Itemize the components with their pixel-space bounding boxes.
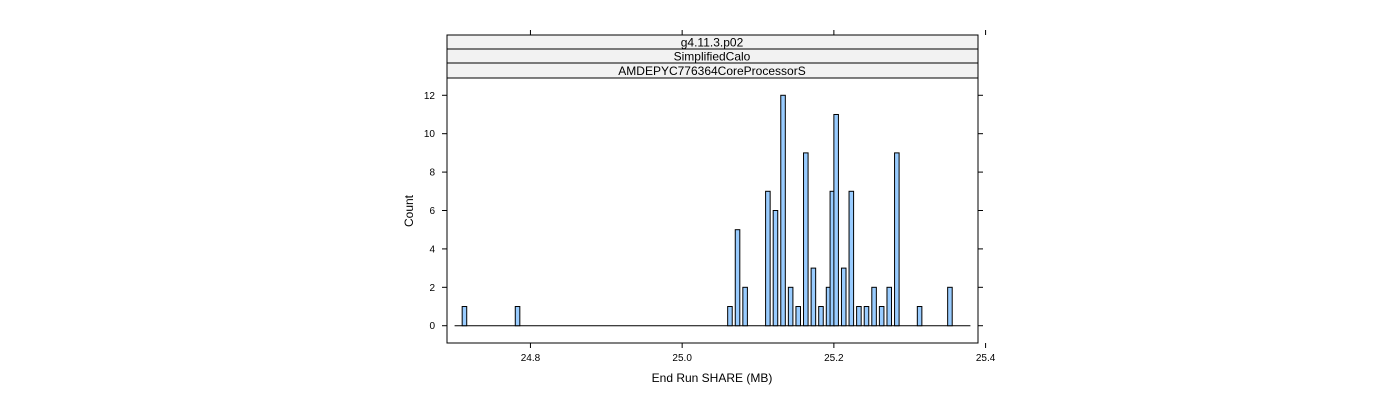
histogram-bar xyxy=(765,190,771,327)
histogram-bar xyxy=(727,306,733,327)
bars-group xyxy=(454,94,971,327)
histogram-bar xyxy=(886,286,893,327)
histogram-bar xyxy=(840,267,847,327)
y-axis-ticks: 0 2 4 6 8 10 12 xyxy=(424,91,983,332)
y-tick-label: 8 xyxy=(429,168,435,179)
strip-group: g4.11.3.p02 SimplifiedCalo AMDEPYC776364… xyxy=(446,34,979,79)
strip-1-label: g4.11.3.p02 xyxy=(681,36,744,50)
histogram-bar xyxy=(894,152,900,327)
histogram-bar xyxy=(461,306,468,327)
y-tick-label: 4 xyxy=(429,244,435,255)
histogram-bar xyxy=(871,286,877,327)
histogram-bar xyxy=(780,94,786,327)
histogram-bar xyxy=(803,152,809,327)
y-axis-title: Count xyxy=(402,194,416,227)
y-tick-label: 2 xyxy=(429,283,435,294)
histogram-bar xyxy=(818,306,824,327)
histogram-bar xyxy=(916,306,923,327)
x-tick-label: 25.0 xyxy=(672,353,692,364)
strip-2-label: SimplifiedCalo xyxy=(674,50,751,64)
histogram-bar xyxy=(742,286,748,327)
histogram-bar xyxy=(878,306,885,327)
histogram-bar xyxy=(848,190,855,327)
y-tick-label: 12 xyxy=(424,91,436,102)
histogram-bar xyxy=(863,306,870,327)
x-tick-label: 25.2 xyxy=(824,353,844,364)
histogram-bar xyxy=(514,306,521,327)
y-tick-label: 6 xyxy=(429,206,435,217)
strip-3-label: AMDEPYC776364CoreProcessorS xyxy=(618,64,805,78)
x-axis-title: End Run SHARE (MB) xyxy=(652,371,773,385)
histogram-bar xyxy=(795,306,801,327)
x-tick-label: 24.8 xyxy=(521,353,541,364)
y-tick-label: 0 xyxy=(429,321,435,332)
histogram-bar xyxy=(734,229,741,327)
histogram-bar xyxy=(810,267,817,327)
histogram-bar xyxy=(833,113,839,327)
y-tick-label: 10 xyxy=(424,129,436,140)
histogram-bar xyxy=(947,286,953,327)
histogram-bar xyxy=(772,210,779,327)
x-axis-ticks: 24.8 25.0 25.2 25.4 xyxy=(521,30,996,364)
x-tick-label: 25.4 xyxy=(976,353,996,364)
histogram-bar xyxy=(856,306,862,327)
histogram-bar xyxy=(787,286,794,327)
